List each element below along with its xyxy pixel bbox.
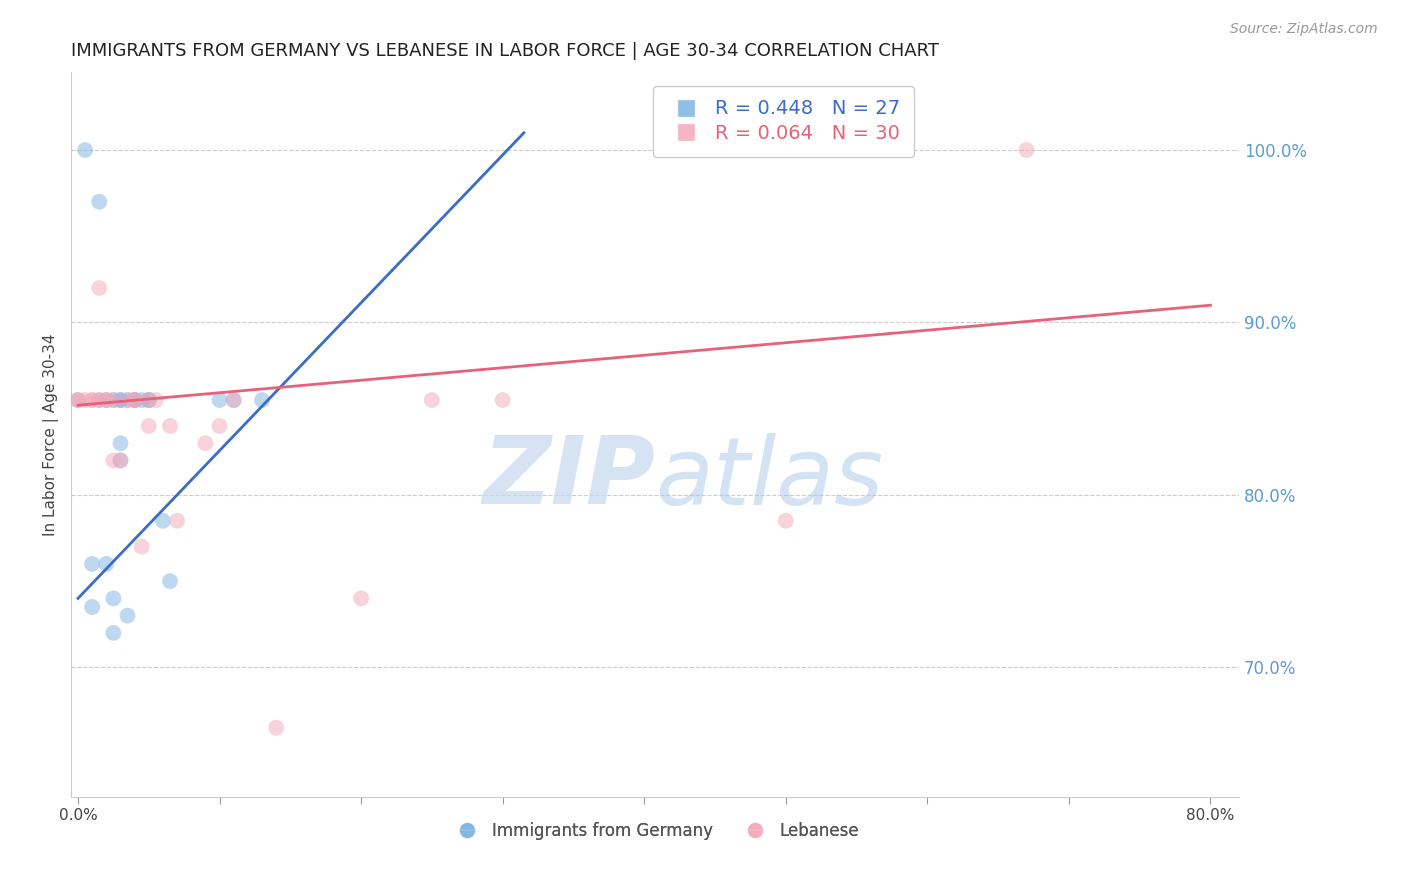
Point (350, 591, 373, 606)
Point (96, 393, 118, 408)
Point (75, 393, 97, 408)
Point (138, 393, 160, 408)
Text: IMMIGRANTS FROM GERMANY VS LEBANESE IN LABOR FORCE | AGE 30-34 CORRELATION CHART: IMMIGRANTS FROM GERMANY VS LEBANESE IN L… (70, 42, 939, 60)
Point (96, 557, 118, 571)
Point (103, 625, 125, 640)
Point (82, 393, 104, 408)
Point (124, 393, 146, 408)
Text: ZIP: ZIP (482, 432, 655, 524)
Point (75, 143, 97, 157)
Point (117, 393, 139, 408)
Point (166, 514, 188, 528)
Point (103, 591, 125, 606)
Point (89, 393, 111, 408)
Point (222, 393, 245, 408)
Point (66, 393, 89, 408)
Point (82, 393, 104, 408)
Point (492, 393, 515, 408)
Point (208, 393, 231, 408)
Point (131, 540, 153, 554)
Point (66, 393, 89, 408)
Legend: Immigrants from Germany, Lebanese: Immigrants from Germany, Lebanese (444, 815, 866, 847)
Point (66, 393, 89, 408)
Point (110, 393, 132, 408)
Y-axis label: In Labor Force | Age 30-34: In Labor Force | Age 30-34 (44, 334, 59, 536)
Point (159, 574, 181, 588)
Point (138, 393, 160, 408)
Point (208, 418, 231, 433)
Point (96, 393, 118, 408)
Point (103, 453, 125, 467)
Point (96, 393, 118, 408)
Point (117, 608, 139, 623)
Point (117, 393, 139, 408)
Point (145, 393, 167, 408)
Point (89, 281, 111, 295)
Point (110, 453, 132, 467)
Point (82, 557, 104, 571)
Point (124, 393, 146, 408)
Point (89, 393, 111, 408)
Point (222, 393, 245, 408)
Point (124, 393, 146, 408)
Point (194, 436, 217, 450)
Point (103, 393, 125, 408)
Point (131, 393, 153, 408)
Text: atlas: atlas (655, 433, 883, 524)
Point (89, 194, 111, 209)
Point (110, 453, 132, 467)
Point (138, 418, 160, 433)
Point (159, 418, 181, 433)
Point (775, 514, 797, 528)
Point (110, 393, 132, 408)
Point (110, 436, 132, 450)
Point (420, 393, 443, 408)
Text: Source: ZipAtlas.com: Source: ZipAtlas.com (1230, 22, 1378, 37)
Point (264, 721, 287, 735)
Point (138, 393, 160, 408)
Point (124, 393, 146, 408)
Point (1015, 143, 1038, 157)
Point (250, 393, 273, 408)
Point (152, 514, 174, 528)
Point (103, 393, 125, 408)
Point (82, 599, 104, 614)
